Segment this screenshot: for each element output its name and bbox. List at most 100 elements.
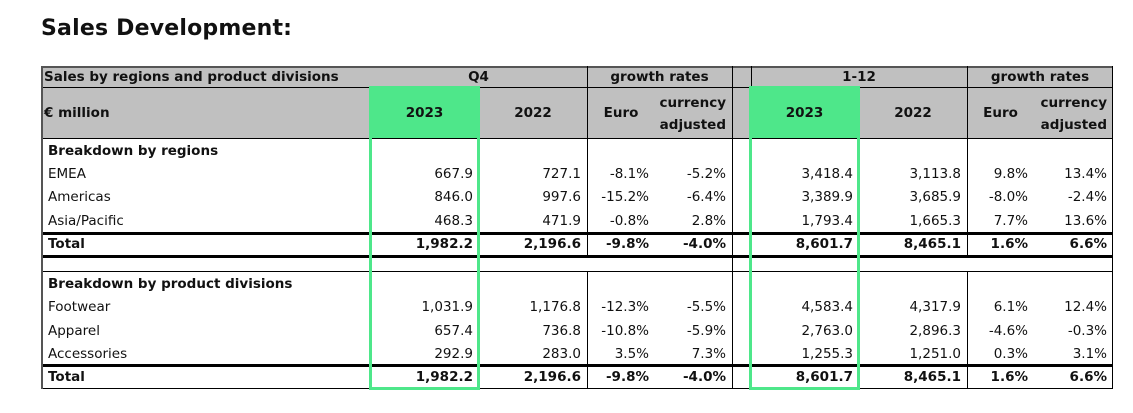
- cell-q4-euro: -12.3%: [601, 298, 649, 315]
- col-divider-q4-growth-2: [587, 272, 588, 389]
- total-2-top-border: [41, 364, 1113, 367]
- cell-fy-2023: 4,583.4: [801, 298, 853, 315]
- cell-q4-2023: 1,031.9: [421, 298, 473, 315]
- col-divider-fy-growth-2: [967, 272, 968, 389]
- table-row: Accessories 292.9 283.0 3.5% 7.3% 1,255.3 1,25…: [41, 342, 1113, 365]
- header-q4-2022: 2022: [514, 105, 552, 121]
- cell-fy-euro: -8.0%: [988, 188, 1028, 205]
- cell-q4-fx: -5.2%: [686, 165, 726, 182]
- cell-fy-euro: 6.1%: [993, 298, 1028, 315]
- currency-line1: currency: [659, 95, 727, 111]
- header-row-1: Sales by regions and product divisions Q…: [41, 66, 1113, 88]
- header-q4-2023: 2023: [405, 105, 444, 121]
- row-label: Americas: [48, 188, 111, 205]
- cell-q4-2022: 1,176.8: [529, 298, 581, 315]
- cell-fy-2023: 2,763.0: [801, 322, 853, 339]
- cell-q4-2023: 846.0: [434, 188, 473, 205]
- header-q4: Q4: [468, 69, 489, 85]
- col-divider-fy-growth: [967, 66, 968, 255]
- section-title: Breakdown by product divisions: [48, 275, 293, 292]
- currency-line2: adjusted: [659, 117, 726, 133]
- cell-q4-2023: 657.4: [434, 322, 473, 339]
- cell-q4-2023: 667.9: [434, 165, 473, 182]
- header-row-2: € million 2022 Euro currency adjusted 202…: [41, 88, 1113, 138]
- cell-q4-euro: 3.5%: [614, 345, 649, 362]
- table-row: Footwear 1,031.9 1,176.8 -12.3% -5.5% 4,583.4…: [41, 295, 1113, 318]
- cell-q4-euro: -9.8%: [605, 368, 649, 385]
- cell-q4-euro: -10.8%: [601, 322, 649, 339]
- header-fy-2023: 2023: [785, 105, 824, 121]
- cell-q4-2022: 727.1: [542, 165, 581, 182]
- cell-fy-fx: 6.6%: [1069, 368, 1107, 385]
- cell-fy-fx: 12.4%: [1064, 298, 1107, 315]
- cell-fy-euro: 7.7%: [993, 212, 1028, 229]
- row-label: Total: [48, 235, 85, 252]
- highlight-fy-2023-header: [750, 86, 859, 138]
- section-header-row: Breakdown by regions: [41, 139, 1113, 162]
- table-row: EMEA 667.9 727.1 -8.1% -5.2% 3,418.4 3,113.8 9.…: [41, 162, 1113, 185]
- cell-q4-2022: 736.8: [542, 322, 581, 339]
- cell-fy-euro: 0.3%: [993, 345, 1028, 362]
- sales-table: Sales by regions and product divisions Q…: [41, 66, 1113, 390]
- cell-fy-euro: 9.8%: [993, 165, 1028, 182]
- cell-fy-2022: 8,465.1: [903, 368, 961, 385]
- row-label: Apparel: [48, 322, 100, 339]
- cell-fy-2023: 8,601.7: [795, 368, 853, 385]
- total-row: Total 1,982.2 2,196.6 -9.8% -4.0% 8,601.7 8,46…: [41, 365, 1113, 388]
- highlight-q4-2023-column: [369, 86, 480, 390]
- cell-fy-fx: 13.6%: [1064, 212, 1107, 229]
- cell-q4-euro: -9.8%: [605, 235, 649, 252]
- table-top-border: [41, 66, 1113, 68]
- cell-q4-2022: 2,196.6: [523, 235, 581, 252]
- cell-fy-fx: 13.4%: [1064, 165, 1107, 182]
- cell-q4-euro: -0.8%: [609, 212, 649, 229]
- col-divider-gap-left: [732, 66, 733, 389]
- currency-line2: adjusted: [1040, 117, 1107, 133]
- cell-fy-2023: 3,418.4: [801, 165, 853, 182]
- row-label: Total: [48, 368, 85, 385]
- table-right-border: [1112, 66, 1113, 389]
- cell-q4-fx: 7.3%: [691, 345, 726, 362]
- total-row: Total 1,982.2 2,196.6 -9.8% -4.0% 8,601.7 8,46…: [41, 232, 1113, 255]
- cell-fy-2022: 2,896.3: [909, 322, 961, 339]
- header-q4-euro: Euro: [603, 105, 639, 121]
- cell-q4-2023: 468.3: [434, 212, 473, 229]
- table-row: Americas 846.0 997.6 -15.2% -6.4% 3,389.9 3,68…: [41, 185, 1113, 208]
- cell-fy-2023: 1,255.3: [801, 345, 853, 362]
- cell-q4-euro: -8.1%: [609, 165, 649, 182]
- cell-fy-2022: 1,251.0: [909, 345, 961, 362]
- cell-q4-2022: 283.0: [542, 345, 581, 362]
- header-unit: € million: [44, 105, 110, 121]
- cell-fy-fx: -0.3%: [1067, 322, 1107, 339]
- header-q4-currency-adjusted: currency adjusted: [655, 88, 732, 138]
- total-1-top-border: [41, 232, 1113, 235]
- cell-fy-fx: -2.4%: [1067, 188, 1107, 205]
- cell-fy-2022: 3,113.8: [909, 165, 961, 182]
- cell-fy-euro: -4.6%: [988, 322, 1028, 339]
- header-divider-2: [41, 138, 1113, 139]
- cell-fy-2022: 8,465.1: [903, 235, 961, 252]
- header-fy-euro: Euro: [983, 105, 1018, 121]
- highlight-fy-2023-column: [749, 86, 860, 390]
- header-divider-1: [41, 87, 1113, 88]
- cell-q4-fx: -5.5%: [686, 298, 726, 315]
- cell-fy-2023: 3,389.9: [801, 188, 853, 205]
- table-row: Apparel 657.4 736.8 -10.8% -5.9% 2,763.0 2,896…: [41, 319, 1113, 342]
- cell-q4-euro: -15.2%: [601, 188, 649, 205]
- section-header-row: Breakdown by product divisions: [41, 272, 1113, 295]
- currency-line1: currency: [1040, 95, 1108, 111]
- header-fy: 1-12: [842, 69, 876, 85]
- cell-fy-fx: 3.1%: [1072, 345, 1107, 362]
- cell-fy-fx: 6.6%: [1069, 235, 1107, 252]
- spacer-bottom-border: [41, 271, 1113, 272]
- section-title: Breakdown by regions: [48, 142, 219, 159]
- col-divider-q4-growth: [587, 66, 588, 255]
- header-growth-fy: growth rates: [990, 69, 1090, 85]
- cell-q4-fx: -4.0%: [682, 235, 726, 252]
- cell-q4-2023: 1,982.2: [415, 235, 473, 252]
- cell-q4-2022: 2,196.6: [523, 368, 581, 385]
- row-label: EMEA: [48, 165, 86, 182]
- header-fy-currency-adjusted: currency adjusted: [1034, 88, 1113, 138]
- header-caption: Sales by regions and product divisions: [44, 69, 339, 85]
- cell-fy-euro: 1.6%: [990, 235, 1028, 252]
